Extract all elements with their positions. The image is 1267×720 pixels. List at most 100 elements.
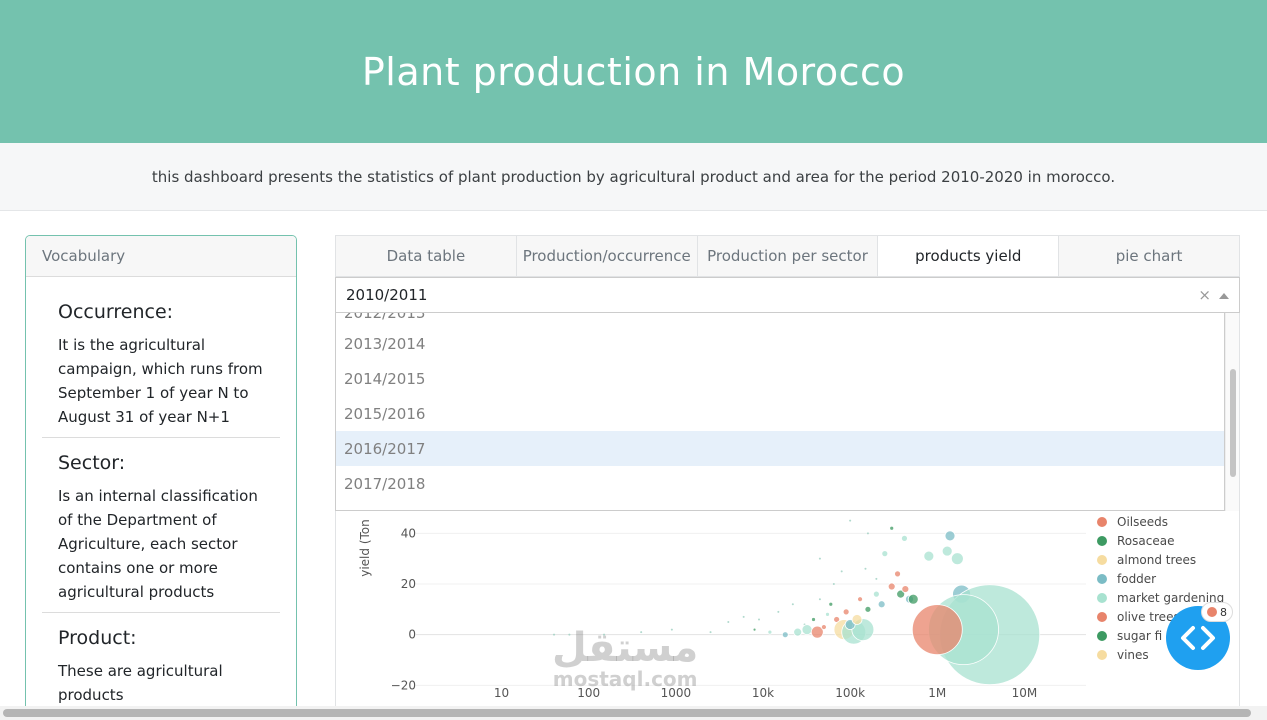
- scatter-point: [828, 601, 834, 607]
- scatter-point: [857, 596, 863, 603]
- legend-label: almond trees: [1117, 552, 1197, 567]
- tab-production-per-sector[interactable]: Production per sector: [698, 236, 879, 276]
- vocab-term-product: Product: These are agricultural products: [42, 613, 280, 714]
- y-tick-label: −20: [391, 678, 416, 692]
- scatter-point-small: [727, 621, 730, 623]
- scatter-point-small: [791, 603, 794, 606]
- legend-dot: [1097, 554, 1107, 565]
- clear-icon[interactable]: ×: [1198, 286, 1211, 304]
- legend-item-vines[interactable]: vines: [1095, 645, 1240, 664]
- scatter-point-small: [568, 633, 571, 636]
- legend-item-rosaceae[interactable]: Rosaceae: [1095, 531, 1240, 550]
- vocab-term-sector: Sector: Is an internal classification of…: [42, 438, 280, 613]
- scatter-point: [781, 631, 789, 639]
- scatter-point-small: [709, 631, 712, 634]
- legend-item-almond-trees[interactable]: almond trees: [1095, 550, 1240, 569]
- dropdown-option[interactable]: 2018/2019: [336, 501, 1224, 511]
- season-select-value: 2010/2011: [346, 286, 428, 304]
- code-toggle-button[interactable]: [1166, 606, 1230, 670]
- scatter-point: [881, 550, 889, 558]
- dropdown-option[interactable]: 2014/2015: [344, 369, 426, 388]
- scatter-point: [842, 608, 850, 616]
- legend-label: olive trees: [1117, 609, 1180, 624]
- y-tick-label: 0: [408, 628, 416, 642]
- page-scrollbar-thumb[interactable]: [3, 709, 1251, 717]
- scatter-point-small: [640, 631, 643, 634]
- vocabulary-body: Occurrence: It is the agricultural campa…: [26, 277, 296, 714]
- page-title: Plant production in Morocco: [361, 49, 906, 94]
- scatter-point: [793, 627, 803, 637]
- scatter-point-small: [670, 628, 673, 631]
- page-horizontal-scrollbar[interactable]: [0, 706, 1267, 720]
- vocab-term-definition: It is the agricultural campaign, which r…: [58, 336, 263, 426]
- legend-dot: [1097, 649, 1107, 660]
- dropdown-option[interactable]: 2013/2014: [344, 334, 426, 353]
- scatter-point: [752, 627, 757, 632]
- tab-production-occurrence[interactable]: Production/occurrence: [517, 236, 698, 276]
- tab-pie-chart[interactable]: pie chart: [1115, 247, 1183, 265]
- x-tick-label: 100k: [835, 686, 865, 700]
- vocab-term-title: Sector:: [58, 452, 126, 474]
- vocab-term-definition: Is an internal classification of the Dep…: [58, 487, 258, 601]
- badge-count: 8: [1220, 605, 1227, 619]
- legend-item-fodder[interactable]: fodder: [1095, 569, 1240, 588]
- dropdown-option[interactable]: 2017/2018: [344, 474, 426, 493]
- season-dropdown-menu: 2012/2013 2013/2014 2014/2015 2015/2016 …: [335, 313, 1225, 511]
- scatter-point: [851, 614, 863, 625]
- scatter-point-small: [818, 598, 821, 601]
- vocab-term-title: Occurrence:: [58, 301, 174, 323]
- legend-item-sugar[interactable]: sugar fi: [1095, 626, 1240, 645]
- dropdown-option[interactable]: 2015/2016: [344, 404, 426, 423]
- scatter-point: [901, 534, 908, 542]
- dropdown-option[interactable]: 2012/2013: [336, 313, 1224, 330]
- scatter-point: [950, 552, 964, 566]
- x-tick-label: 1M: [928, 686, 946, 700]
- scatter-svg: 40 20 0 −20 10 100 1000 10k 100k 1M 10M yield (Ton: [358, 519, 1086, 700]
- scatter-point-small: [875, 577, 878, 580]
- legend-item-market-gardening[interactable]: market gardening: [1095, 588, 1240, 607]
- yield-scatter-plot: 40 20 0 −20 10 100 1000 10k 100k 1M 10M yield (Ton: [335, 313, 1240, 713]
- scatter-point: [889, 525, 895, 531]
- scatter-point: [872, 590, 880, 598]
- dropdown-scrollbar[interactable]: [1225, 313, 1239, 511]
- vocabulary-card: Vocabulary Occurrence: It is the agricul…: [25, 235, 297, 715]
- scatter-point-small: [840, 570, 843, 573]
- tab-data-table[interactable]: Data table: [336, 236, 517, 276]
- caret-up-icon[interactable]: [1219, 293, 1229, 299]
- notification-badge: 8: [1201, 602, 1233, 622]
- legend-dot: [1097, 535, 1107, 546]
- dropdown-option-highlighted[interactable]: 2016/2017: [336, 431, 1224, 466]
- scatter-point: [944, 530, 956, 542]
- x-tick-label: 100: [577, 686, 600, 700]
- legend-dot: [1097, 611, 1107, 622]
- tab-products-yield[interactable]: products yield: [878, 236, 1060, 276]
- legend-dot: [1097, 516, 1107, 527]
- season-select[interactable]: 2010/2011 ×: [335, 277, 1240, 313]
- code-brackets-icon: [1181, 626, 1215, 650]
- x-tick-label: 10k: [752, 686, 774, 700]
- dropdown-scrollbar-thumb[interactable]: [1230, 369, 1236, 477]
- chart-tabs: Data table Production/occurrence Product…: [335, 235, 1240, 277]
- scatter-point: [894, 570, 901, 578]
- legend-item-oilseeds[interactable]: Oilseeds: [1095, 512, 1240, 531]
- badge-icon: [1207, 607, 1217, 617]
- legend-label: Rosaceae: [1117, 533, 1175, 548]
- scatter-point-small: [553, 633, 556, 636]
- scatter-point: [901, 585, 910, 593]
- x-tick-label: 10M: [1012, 686, 1038, 700]
- scatter-point-small: [849, 519, 852, 522]
- scatter-point: [767, 629, 773, 635]
- legend-label: sugar fi: [1117, 628, 1163, 643]
- x-tick-label: 1000: [661, 686, 692, 700]
- scatter-point-small: [832, 583, 835, 585]
- scatter-point: [864, 605, 872, 613]
- y-axis-label: yield (Ton: [358, 519, 372, 577]
- scatter-point-small: [866, 532, 869, 535]
- legend-dot: [1097, 592, 1107, 603]
- legend-label: Oilseeds: [1117, 514, 1168, 529]
- scatter-point-small: [864, 567, 867, 570]
- scatter-point: [825, 611, 830, 617]
- legend-dot: [1097, 573, 1107, 584]
- legend-item-olive-trees[interactable]: olive trees: [1095, 607, 1240, 626]
- scatter-point: [810, 625, 824, 639]
